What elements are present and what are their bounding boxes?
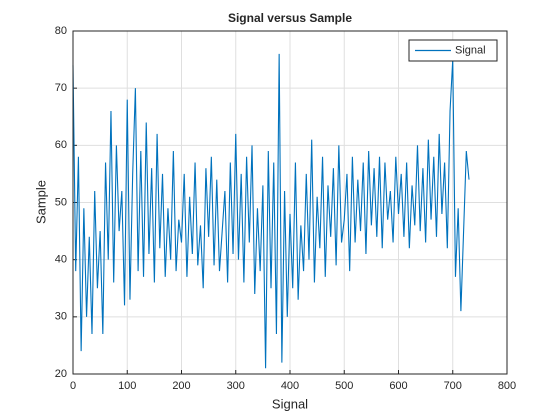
y-tick-label: 50: [55, 196, 67, 208]
y-tick-label: 60: [55, 139, 67, 151]
chart-title: Signal versus Sample: [228, 11, 352, 25]
x-tick-label: 300: [227, 380, 245, 392]
y-tick-label: 20: [55, 368, 67, 380]
x-tick-label: 0: [70, 380, 76, 392]
y-tick-label: 70: [55, 82, 67, 94]
series-line: [72, 53, 470, 369]
x-tick-label: 500: [335, 380, 353, 392]
x-axis-label: Signal: [272, 396, 308, 411]
x-tick-label: 700: [444, 380, 462, 392]
y-tick-label: 80: [55, 25, 67, 37]
y-tick-label: 30: [55, 311, 67, 323]
x-tick-label: 400: [281, 380, 299, 392]
plot-frame: [72, 30, 508, 375]
y-tick-label: 40: [55, 254, 67, 266]
x-tick-label: 200: [172, 380, 190, 392]
x-tick-label: 100: [118, 380, 136, 392]
legend-box: [408, 39, 498, 62]
x-tick-label: 800: [498, 380, 516, 392]
y-axis-label: Sample: [33, 180, 48, 224]
legend-label: Signal: [455, 44, 486, 56]
x-tick-label: 600: [389, 380, 407, 392]
